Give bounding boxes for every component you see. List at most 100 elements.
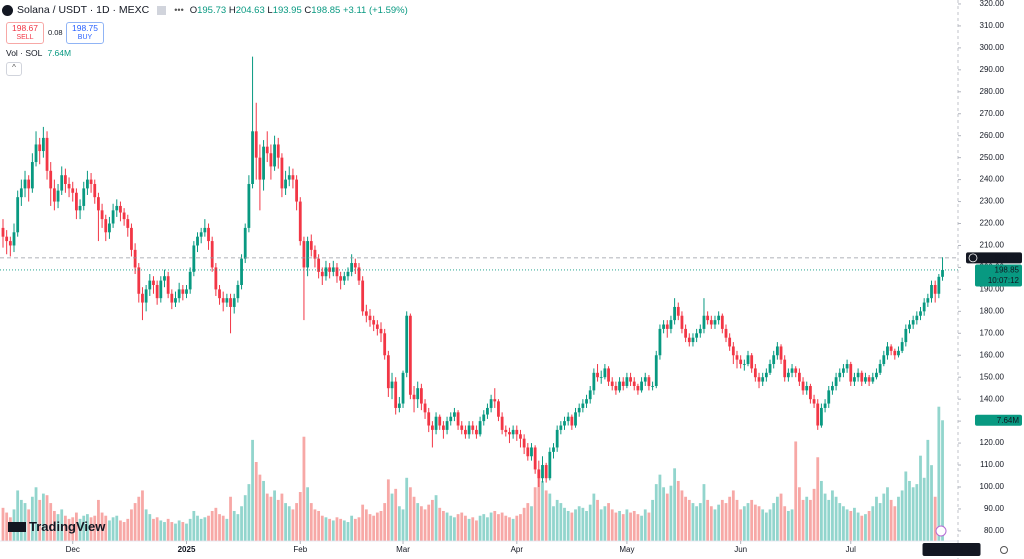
volume-bar (537, 469, 541, 541)
candle-body (933, 284, 937, 294)
volume-bar (702, 484, 706, 541)
crosshair-price-tag-text: 204.34 (995, 254, 1020, 263)
volume-bar (434, 495, 438, 541)
volume-bar (408, 487, 412, 541)
volume-bar (809, 499, 812, 541)
volume-bar (475, 520, 478, 541)
candle-body (643, 377, 647, 382)
volume-bar (27, 509, 31, 541)
volume-bar (453, 517, 456, 541)
candle-body (12, 232, 16, 246)
buy-label: BUY (77, 34, 93, 41)
volume-bar (757, 506, 761, 541)
volume-bar (684, 496, 688, 541)
volume-bar (52, 510, 56, 541)
candle-body (845, 364, 849, 369)
volume-bar (427, 504, 431, 541)
candle-body (232, 298, 236, 307)
buy-button[interactable]: 198.75 BUY (66, 22, 104, 44)
y-tick-label: 300.00 (980, 43, 1005, 52)
volume-bar (636, 514, 640, 541)
candle-body (698, 328, 702, 334)
sell-button[interactable]: 198.67 SELL (6, 22, 44, 44)
brand-name: TradingView (29, 519, 106, 534)
volume-bar (860, 515, 864, 541)
volume-bar (148, 514, 152, 541)
volume-bar (276, 499, 280, 541)
candle-body (379, 328, 383, 334)
candle-body (680, 315, 684, 329)
candle-body (221, 298, 225, 303)
volume-bar (581, 507, 585, 541)
collapse-button[interactable]: ^ (6, 62, 22, 76)
candle-body (119, 205, 122, 213)
volume-bar (265, 493, 269, 541)
candle-body (526, 447, 530, 457)
candle-body (97, 197, 100, 211)
candle-body (658, 328, 662, 356)
candle-body (104, 219, 108, 233)
candle-body (900, 342, 904, 351)
candle-body (724, 328, 728, 338)
candle-body (89, 179, 93, 184)
candle-body (364, 311, 368, 316)
volume-bar (676, 480, 680, 541)
add-alert-button[interactable] (968, 253, 978, 263)
volume-bar (243, 495, 247, 541)
volume-bar (100, 512, 104, 541)
volume-bar (643, 509, 647, 541)
volume-bar (41, 493, 45, 541)
more-button[interactable]: ••• (174, 5, 184, 15)
volume-bar (687, 499, 691, 541)
volume-bar (122, 522, 126, 541)
crosshair-price-tag: 204.34 (966, 252, 1022, 264)
candle-body (709, 320, 713, 325)
candle-body (603, 368, 607, 378)
candle-body (23, 179, 27, 189)
candle-body (383, 333, 387, 356)
volume-bar (662, 487, 665, 541)
candle-body (541, 465, 544, 479)
candle-body (434, 416, 438, 430)
volume-bar (1, 507, 5, 541)
brand-icon (8, 521, 26, 532)
candle-body (599, 377, 603, 379)
volume-bar (163, 522, 166, 541)
candle-body (438, 416, 442, 426)
volume-bar (56, 514, 60, 541)
candle-body (581, 403, 585, 408)
candle-body (926, 298, 930, 303)
volume-bar (889, 499, 893, 541)
volume-bar (247, 484, 251, 541)
volume-bar (886, 487, 889, 541)
candle-body (864, 377, 867, 382)
candle-body (651, 385, 654, 387)
candle-body (915, 315, 919, 321)
volume-bar (152, 518, 155, 541)
y-tick-label: 180.00 (980, 306, 1005, 315)
candle-body (662, 324, 665, 329)
candle-body (401, 372, 405, 404)
candle-body (34, 144, 38, 163)
candle-body (225, 298, 229, 303)
candle-body (52, 188, 56, 202)
candle-body (574, 412, 577, 426)
candle-body (860, 372, 864, 382)
volume-bar (552, 506, 555, 541)
y-tick-label: 230.00 (980, 197, 1005, 206)
news-button[interactable] (935, 525, 947, 537)
y-tick-label: 150.00 (980, 372, 1005, 381)
candle-body (320, 271, 324, 277)
volume-bar (820, 480, 823, 541)
volume-bar (386, 479, 390, 541)
candle-body (834, 377, 838, 386)
candle-body (592, 372, 596, 391)
settings-button[interactable] (1000, 546, 1008, 554)
y-tick-label: 240.00 (980, 175, 1005, 184)
candle-body (585, 399, 588, 404)
candle-body (453, 412, 456, 417)
candle-body (911, 320, 915, 325)
candle-body (423, 403, 427, 413)
flag-button[interactable] (157, 5, 167, 15)
candle-body (199, 232, 203, 237)
